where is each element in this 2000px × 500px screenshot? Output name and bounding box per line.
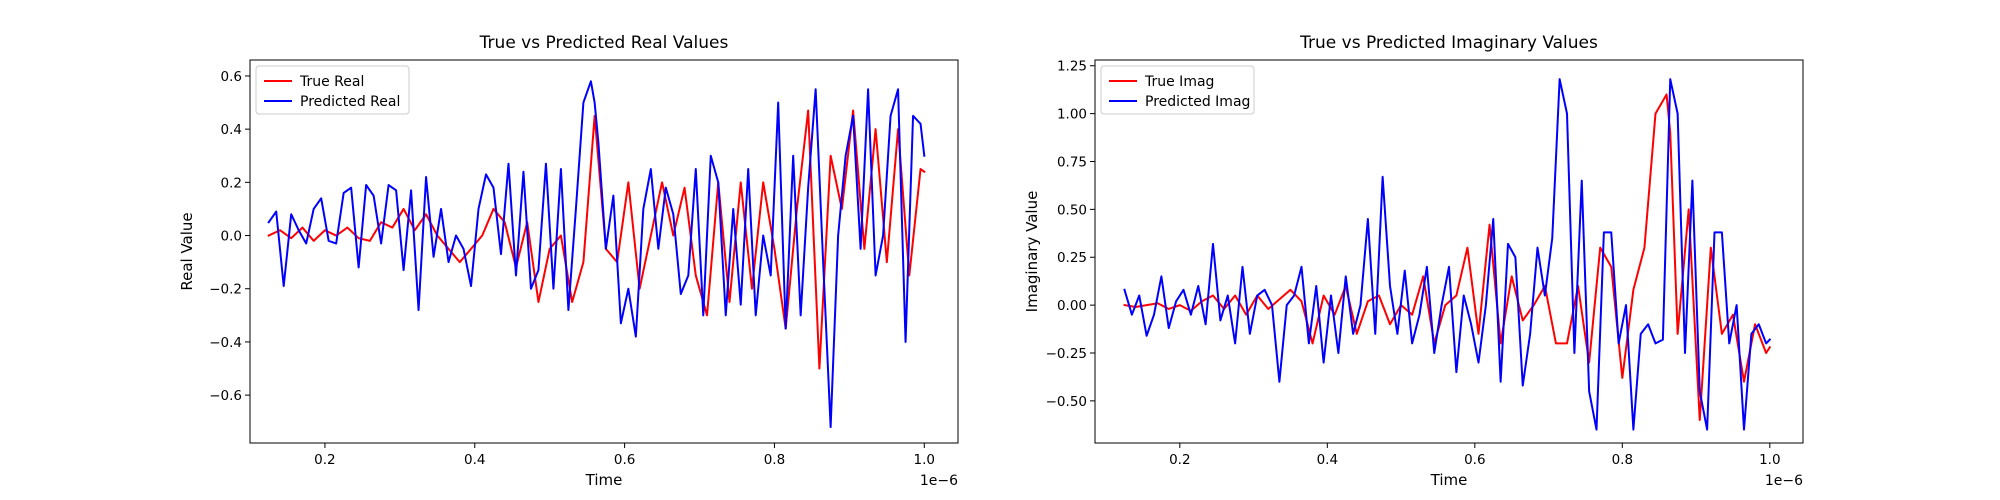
y-tick-label: 1.00	[1057, 107, 1087, 123]
legend-box	[1100, 65, 1255, 115]
y-tick-label: 1.25	[1057, 59, 1087, 75]
chart-title: True vs Predicted Real Values	[479, 33, 729, 53]
y-tick-label: −0.4	[209, 335, 242, 351]
x-axis-ticks: 0.2 0.4 0.6 0.8 1.0	[314, 443, 935, 468]
y-axis-label: Imaginary Value	[1023, 191, 1041, 313]
x-tick-label: 0.2	[1169, 452, 1190, 468]
legend-label: True Real	[299, 74, 364, 90]
series-line-predicted	[1123, 78, 1772, 431]
y-axis-ticks: −0.50 −0.25 0.00 0.25 0.50 0.75 1.00 1.25	[1046, 59, 1095, 410]
series-lines	[267, 80, 926, 429]
x-tick-label: 0.4	[1317, 452, 1338, 468]
series-lines	[1123, 78, 1772, 431]
x-tick-label: 0.8	[1612, 452, 1633, 468]
legend-label: True Imag	[1144, 74, 1214, 90]
legend-box	[255, 65, 410, 115]
y-tick-label: 0.0	[221, 229, 242, 245]
y-tick-label: −0.50	[1046, 394, 1087, 410]
x-tick-label: 0.6	[614, 452, 635, 468]
x-tick-label: 0.6	[1464, 452, 1485, 468]
x-axis-label: Time	[585, 471, 623, 489]
x-axis-offset-label: 1e−6	[920, 473, 958, 489]
plot-frame	[1094, 59, 1804, 444]
x-axis-offset-label: 1e−6	[1765, 473, 1803, 489]
y-tick-label: 0.2	[221, 175, 242, 191]
legend-label: Predicted Real	[300, 94, 400, 110]
y-tick-label: 0.25	[1057, 250, 1087, 266]
y-tick-label: 0.6	[221, 69, 242, 85]
x-tick-label: 0.2	[314, 452, 335, 468]
x-tick-label: 0.4	[464, 452, 485, 468]
legend-label: Predicted Imag	[1145, 94, 1250, 110]
x-tick-label: 1.0	[914, 452, 935, 468]
series-line-true	[1123, 93, 1772, 422]
y-tick-label: 0.75	[1057, 154, 1087, 170]
legend: True Real Predicted Real	[255, 65, 410, 115]
y-axis-label: Real Value	[178, 212, 196, 290]
y-tick-label: 0.4	[221, 122, 242, 138]
legend-item-true: True Real	[264, 74, 364, 90]
chart-title: True vs Predicted Imaginary Values	[1299, 33, 1598, 53]
y-axis-ticks: −0.6 −0.4 −0.2 0.0 0.2 0.4 0.6	[209, 69, 250, 404]
y-tick-label: 0.50	[1057, 202, 1087, 218]
imaginary-values-chart: True vs Predicted Imaginary Values 0.2 0.4…	[1023, 33, 1804, 489]
y-tick-label: 0.00	[1057, 298, 1087, 314]
legend-item-predicted: Predicted Imag	[1109, 94, 1250, 110]
y-tick-label: −0.25	[1046, 346, 1087, 362]
legend: True Imag Predicted Imag	[1100, 65, 1255, 115]
x-tick-label: 0.8	[764, 452, 785, 468]
y-tick-label: −0.2	[209, 282, 242, 298]
plot-frame	[249, 59, 959, 444]
series-line-predicted	[267, 80, 926, 429]
x-tick-label: 1.0	[1759, 452, 1780, 468]
x-axis-label: Time	[1430, 471, 1468, 489]
x-axis-ticks: 0.2 0.4 0.6 0.8 1.0	[1169, 443, 1781, 468]
legend-item-predicted: Predicted Real	[264, 94, 400, 110]
legend-item-true: True Imag	[1109, 74, 1214, 90]
y-tick-label: −0.6	[209, 388, 242, 404]
